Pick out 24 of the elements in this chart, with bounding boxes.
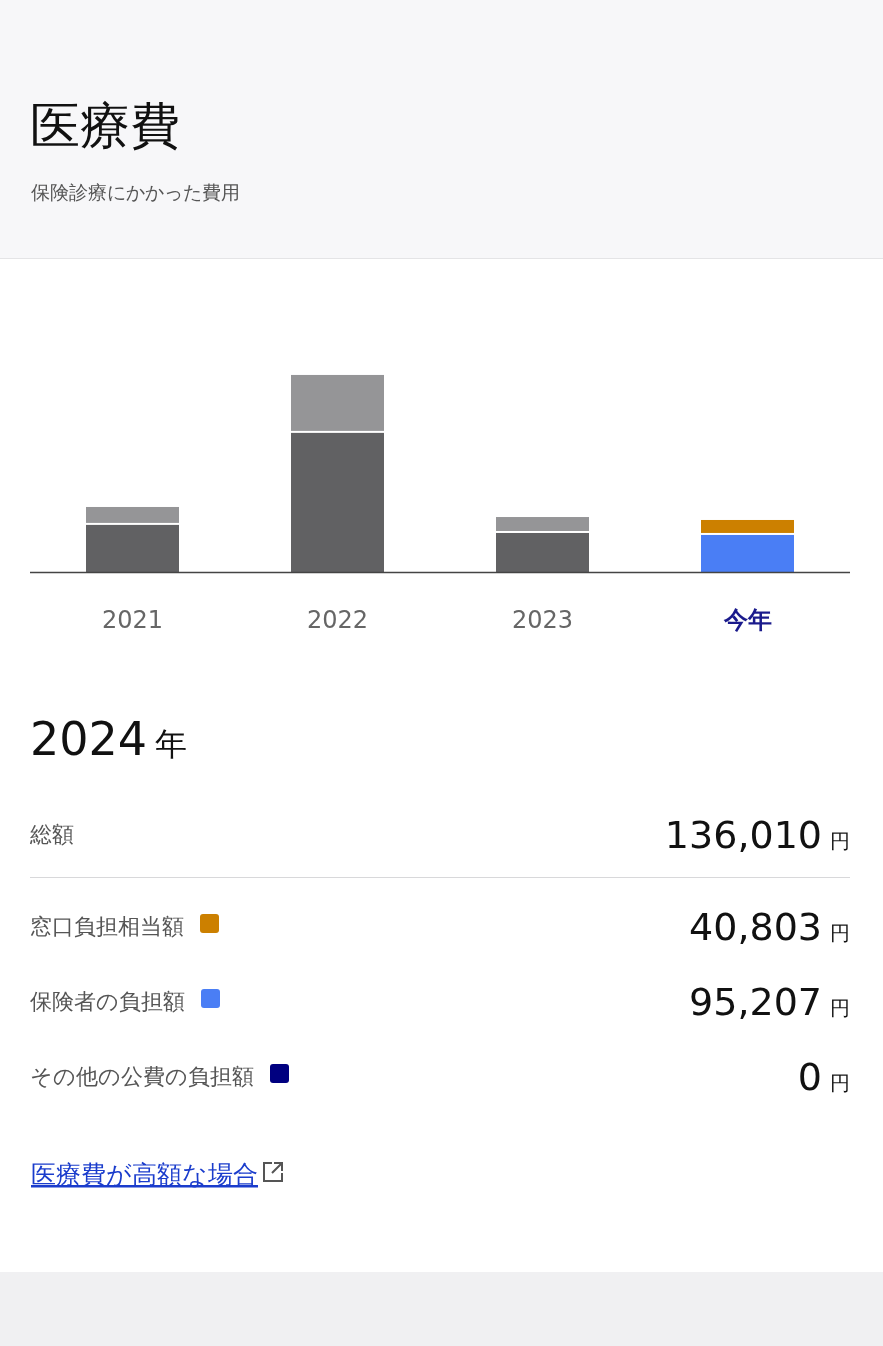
bar bbox=[291, 374, 384, 431]
text: 40,803 円 bbox=[689, 905, 850, 949]
bar bbox=[701, 534, 794, 572]
chart-subtitle: 保険診療にかかった費用 bbox=[31, 181, 240, 203]
bar bbox=[291, 432, 384, 572]
legend-label: 保険者の負担額 bbox=[30, 989, 185, 1014]
bar bbox=[496, 532, 589, 572]
x-tick-label: 2021 bbox=[101, 606, 164, 634]
text: 136,010 円 bbox=[664, 813, 850, 857]
legend-label: その他の公費の負担額 bbox=[30, 1064, 254, 1089]
x-tick-label: 2023 bbox=[511, 606, 574, 634]
text: 医療費が高額な場合 bbox=[31, 1160, 258, 1189]
text: 0 円 bbox=[797, 1055, 850, 1099]
bar bbox=[86, 506, 179, 523]
bar bbox=[496, 517, 589, 531]
x-tick-label: 2022 bbox=[306, 606, 369, 634]
x-tick-label: 今年 bbox=[722, 606, 772, 634]
text: 95,207 円 bbox=[689, 980, 850, 1024]
bar bbox=[701, 519, 794, 533]
text: 総額 bbox=[29, 822, 74, 847]
bar bbox=[86, 524, 179, 572]
text: 2024 年 bbox=[30, 712, 188, 766]
legend-label: 窓口負担相当額 bbox=[30, 914, 184, 939]
chart-title: 医療費 bbox=[30, 97, 180, 155]
